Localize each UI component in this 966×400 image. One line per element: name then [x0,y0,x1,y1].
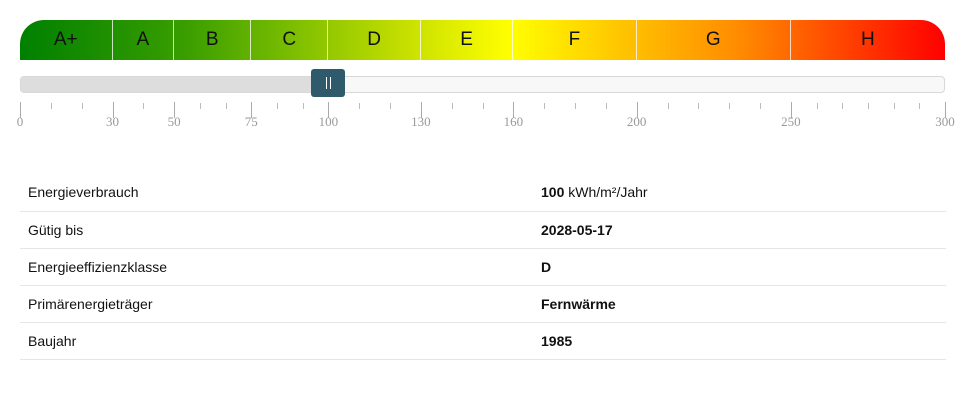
row-label: Energieeffizienzklasse [20,248,536,286]
row-value: D [536,248,946,286]
table-row: Energieeffizienzklasse D [20,248,946,286]
major-tick [20,102,21,118]
tick-label: 0 [16,114,24,129]
row-label: Primärenergieträger [20,285,536,323]
row-value: Fernwärme [536,285,946,323]
minor-tick [842,103,844,109]
row-label: Baujahr [20,322,536,360]
major-tick [513,102,515,118]
grip-icon [325,77,331,89]
tick-label: 130 [411,114,431,129]
energy-class-f: F [513,20,637,60]
row-label: Gütig bis [20,211,536,249]
major-tick [174,102,176,118]
table-row: Energieverbrauch 100 kWh/m²/Jahr [20,174,946,212]
major-tick [420,102,422,118]
minor-tick [482,103,484,109]
minor-tick [729,103,731,109]
major-tick [328,102,330,118]
minor-tick [893,103,895,109]
slider-fill [21,77,330,92]
table-row: Gütig bis 2028-05-17 [20,211,946,249]
tick-label: 75 [244,114,258,129]
slider-handle[interactable] [311,69,346,97]
minor-tick [359,103,361,109]
tick-label: 50 [167,114,181,129]
minor-tick [143,103,145,109]
scale-ticks: 0 30 50 75 100 130 160 200 250 300 [0,100,966,130]
energy-class-scale: A+ A B C D E F G H [20,20,945,60]
row-value: 2028-05-17 [536,211,946,249]
minor-tick [575,103,576,109]
minor-tick [816,103,818,109]
row-value: 1985 [536,322,946,360]
major-tick [636,102,638,118]
energy-class-a: A [113,20,175,60]
energy-class-h: H [861,29,875,50]
minor-tick [302,103,304,109]
energy-class-c: C [251,20,329,60]
minor-tick [276,103,278,109]
tick-label: 300 [935,114,955,129]
energy-class-a-plus: A+ [20,20,113,60]
tick-label: 250 [781,114,801,129]
minor-tick [667,103,669,109]
tick-label: 30 [106,114,119,129]
energy-slider-track[interactable] [20,76,945,93]
minor-tick [919,103,921,109]
major-tick [112,102,114,118]
minor-tick [760,103,761,109]
minor-tick [225,103,227,109]
row-value: 100 kWh/m²/Jahr [536,174,946,212]
table-row: Baujahr 1985 [20,322,946,360]
minor-tick [390,103,391,109]
minor-tick [451,103,453,109]
minor-tick [50,103,52,109]
minor-tick [199,103,201,109]
minor-tick [544,103,546,109]
energy-class-e: E [421,20,514,60]
energy-details-table: Energieverbrauch 100 kWh/m²/Jahr Gütig bi… [20,174,946,360]
major-tick [945,102,946,118]
minor-tick [867,103,869,109]
energy-class-d: D [328,20,421,60]
tick-label: 200 [626,114,647,129]
tick-label: 160 [503,114,524,129]
minor-tick [81,103,83,109]
minor-tick [605,103,607,109]
energy-class-g: G [637,20,791,60]
table-row: Primärenergieträger Fernwärme [20,285,946,323]
major-tick [790,102,792,118]
tick-label: 100 [318,114,339,129]
energy-class-b: B [174,20,252,60]
minor-tick [698,103,700,109]
major-tick [251,102,253,118]
row-label: Energieverbrauch [20,174,536,212]
